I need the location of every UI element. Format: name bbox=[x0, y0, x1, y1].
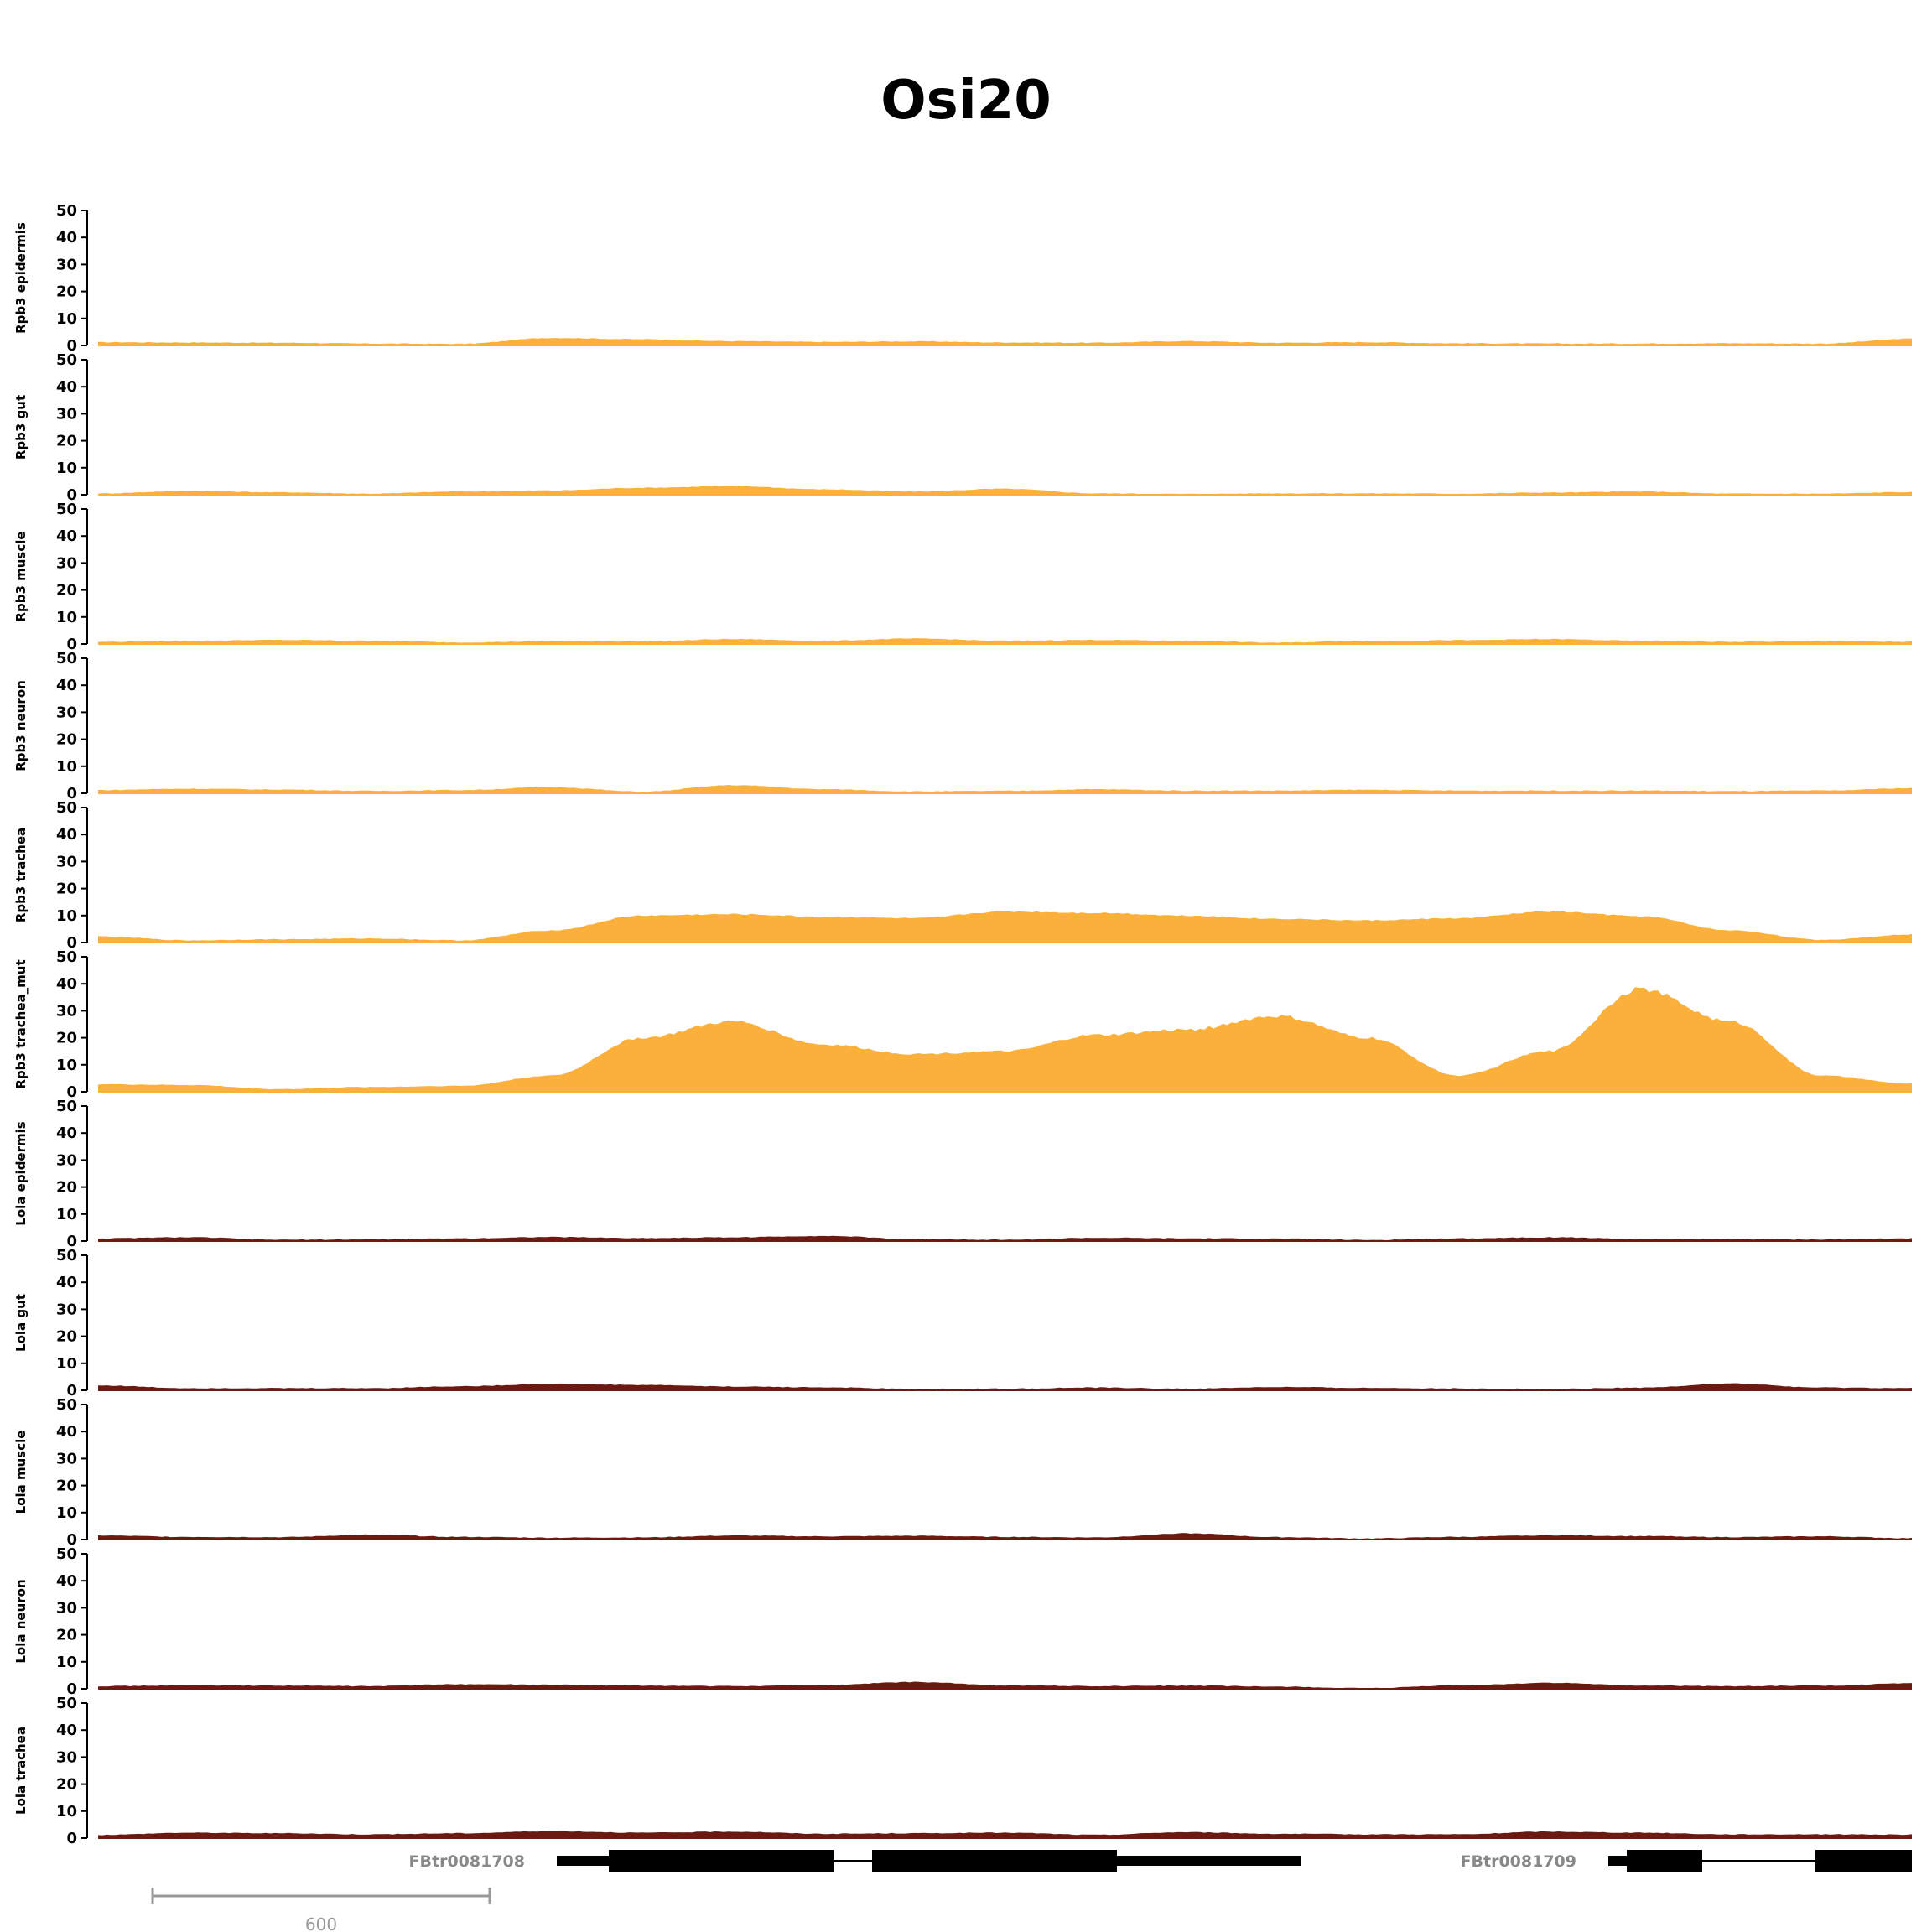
y-tick-label: 50 bbox=[56, 1695, 77, 1712]
track-label: Rpb3 trachea bbox=[13, 828, 29, 922]
y-tick-label: 20 bbox=[56, 1179, 77, 1197]
track-label: Lola neuron bbox=[13, 1579, 29, 1663]
y-tick-label: 30 bbox=[56, 1748, 77, 1766]
y-tick-label: 40 bbox=[56, 229, 77, 247]
y-tick-label: 30 bbox=[56, 853, 77, 870]
y-tick-label: 20 bbox=[56, 433, 77, 450]
y-tick-label: 20 bbox=[56, 1776, 77, 1794]
y-tick-label: 40 bbox=[56, 1124, 77, 1142]
y-tick-label: 40 bbox=[56, 677, 77, 694]
y-tick-label: 20 bbox=[56, 1478, 77, 1495]
gene-label: FBtr0081708 bbox=[409, 1852, 525, 1871]
y-tick-label: 10 bbox=[56, 1057, 77, 1074]
track-area-lola-trachea bbox=[98, 1831, 1912, 1838]
track-label: Lola muscle bbox=[13, 1431, 29, 1514]
y-tick-label: 0 bbox=[66, 934, 77, 952]
y-tick-label: 10 bbox=[56, 1504, 77, 1522]
y-tick-label: 50 bbox=[56, 1247, 77, 1265]
y-tick-label: 40 bbox=[56, 1722, 77, 1739]
y-tick-label: 20 bbox=[56, 1030, 77, 1047]
track-label: Lola gut bbox=[13, 1294, 29, 1352]
track-label: Rpb3 epidermis bbox=[13, 222, 29, 334]
y-tick-label: 40 bbox=[56, 527, 77, 545]
y-tick-label: 20 bbox=[56, 283, 77, 301]
track-area-lola-neuron bbox=[98, 1681, 1912, 1689]
y-tick-label: 10 bbox=[56, 1803, 77, 1820]
track-area-rpb3-muscle bbox=[98, 638, 1912, 644]
y-tick-label: 30 bbox=[56, 405, 77, 423]
y-tick-label: 30 bbox=[56, 1450, 77, 1467]
y-tick-label: 40 bbox=[56, 1274, 77, 1291]
track-label: Rpb3 trachea_mut bbox=[13, 959, 29, 1088]
y-tick-label: 50 bbox=[56, 1545, 77, 1563]
y-tick-label: 20 bbox=[56, 1627, 77, 1644]
y-tick-label: 30 bbox=[56, 256, 77, 273]
y-tick-label: 30 bbox=[56, 704, 77, 721]
y-tick-label: 10 bbox=[56, 460, 77, 477]
track-label: Rpb3 neuron bbox=[13, 680, 29, 771]
y-tick-label: 40 bbox=[56, 975, 77, 993]
y-tick-label: 0 bbox=[66, 1680, 77, 1698]
y-tick-label: 50 bbox=[56, 799, 77, 817]
y-tick-label: 10 bbox=[56, 1206, 77, 1223]
track-area-lola-muscle bbox=[98, 1533, 1912, 1540]
gene-utr bbox=[1608, 1856, 1628, 1866]
y-tick-label: 0 bbox=[66, 1083, 77, 1101]
y-tick-label: 0 bbox=[66, 1233, 77, 1250]
y-tick-label: 30 bbox=[56, 1301, 77, 1318]
y-tick-label: 10 bbox=[56, 1654, 77, 1671]
y-tick-label: 10 bbox=[56, 310, 77, 328]
scale-bar-label: 600 bbox=[305, 1914, 337, 1932]
y-tick-label: 10 bbox=[56, 758, 77, 776]
y-tick-label: 40 bbox=[56, 826, 77, 844]
y-tick-label: 50 bbox=[56, 202, 77, 220]
y-tick-label: 30 bbox=[56, 1002, 77, 1020]
track-area-rpb3-trachea-mut bbox=[98, 987, 1912, 1092]
track-label: Rpb3 gut bbox=[13, 395, 29, 460]
y-tick-label: 0 bbox=[66, 337, 77, 355]
track-area-lola-gut bbox=[98, 1383, 1912, 1390]
track-area-lola-epidermis bbox=[98, 1235, 1912, 1241]
track-area-rpb3-neuron bbox=[98, 785, 1912, 793]
y-tick-label: 40 bbox=[56, 1572, 77, 1590]
gene-exon bbox=[1627, 1850, 1702, 1872]
y-tick-label: 50 bbox=[56, 501, 77, 518]
y-tick-label: 10 bbox=[56, 609, 77, 626]
gene-exon bbox=[609, 1850, 834, 1872]
y-tick-label: 40 bbox=[56, 1423, 77, 1441]
y-tick-label: 50 bbox=[56, 1396, 77, 1414]
track-area-rpb3-gut bbox=[98, 486, 1912, 495]
y-tick-label: 50 bbox=[56, 1098, 77, 1115]
y-tick-label: 20 bbox=[56, 582, 77, 600]
y-tick-label: 30 bbox=[56, 554, 77, 572]
y-tick-label: 30 bbox=[56, 1599, 77, 1617]
gene-exon bbox=[872, 1850, 1117, 1872]
y-tick-label: 0 bbox=[66, 785, 77, 802]
y-tick-label: 40 bbox=[56, 378, 77, 396]
track-label: Lola epidermis bbox=[13, 1121, 29, 1225]
y-tick-label: 20 bbox=[56, 731, 77, 749]
y-tick-label: 10 bbox=[56, 1355, 77, 1373]
gene-exon bbox=[1815, 1850, 1912, 1872]
y-tick-label: 20 bbox=[56, 880, 77, 898]
y-tick-label: 50 bbox=[56, 948, 77, 966]
y-tick-label: 0 bbox=[66, 486, 77, 504]
track-area-rpb3-epidermis bbox=[98, 338, 1912, 345]
track-label: Rpb3 muscle bbox=[13, 531, 29, 621]
track-label: Lola trachea bbox=[13, 1727, 29, 1815]
gene-label: FBtr0081709 bbox=[1461, 1852, 1576, 1871]
y-tick-label: 0 bbox=[66, 1830, 77, 1847]
y-tick-label: 50 bbox=[56, 650, 77, 667]
track-area-rpb3-trachea bbox=[98, 911, 1912, 943]
y-tick-label: 0 bbox=[66, 1531, 77, 1549]
y-tick-label: 50 bbox=[56, 351, 77, 369]
y-tick-label: 0 bbox=[66, 636, 77, 653]
page-title: Osi20 bbox=[880, 70, 1052, 132]
y-tick-label: 10 bbox=[56, 907, 77, 925]
y-tick-label: 20 bbox=[56, 1328, 77, 1346]
y-tick-label: 30 bbox=[56, 1151, 77, 1169]
y-tick-label: 0 bbox=[66, 1382, 77, 1400]
